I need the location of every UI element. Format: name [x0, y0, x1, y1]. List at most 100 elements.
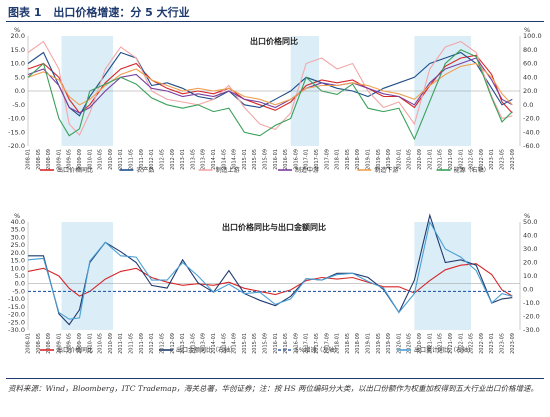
chart1-x-tick-label: 2012-09 — [170, 149, 176, 170]
chart2-left-tick-label: -10.0 — [8, 295, 25, 303]
chart2-x-tick-label: 2013-09 — [201, 333, 207, 354]
chart1-left-tick-label: -10.0 — [8, 115, 25, 123]
chart1-legend-label: 农产品 — [136, 166, 154, 174]
chart1-series-line — [27, 49, 513, 141]
chart2-x-tick-label: 2018-01 — [335, 333, 341, 354]
chart2-x-tick-label: 2023-01 — [489, 333, 495, 354]
chart1-x-tick-label: 2008-01 — [26, 149, 32, 170]
chart1-x-tick-label: 2020-09 — [417, 149, 423, 170]
chart1-left-tick-label: 5.0 — [15, 73, 25, 81]
chart2-left-tick-label: -20.0 — [8, 311, 25, 319]
chart1-right-tick-label: 60.0 — [523, 60, 537, 68]
chart2-x-tick-label: 2015-05 — [252, 333, 258, 354]
chart1-left-tick-label: -20.0 — [8, 142, 25, 150]
chart1-x-tick-label: 2010-01 — [87, 149, 93, 170]
chart2-left-tick-label: -5.0 — [12, 287, 25, 295]
chart1-x-tick-label: 2018-01 — [335, 149, 341, 170]
chart1-x-tick-label: 2023-01 — [489, 149, 495, 170]
chart2-x-tick-label: 2018-09 — [355, 333, 361, 354]
chart1-x-tick-label: 2011-09 — [139, 149, 145, 170]
title-divider — [6, 21, 544, 22]
chart2-x-tick-label: 2021-01 — [427, 333, 433, 354]
chart2-x-tick-label: 2022-09 — [479, 333, 485, 354]
chart2-x-tick-label: 2018-05 — [345, 333, 351, 354]
chart1-x-tick-label: 2012-01 — [149, 149, 155, 170]
chart2-x-tick-label: 2021-05 — [438, 333, 444, 354]
chart2-x-tick-label: 2020-05 — [407, 333, 413, 354]
chart1-x-tick-label: 2015-09 — [262, 149, 268, 170]
chart2-left-tick-label: -30.0 — [8, 326, 25, 334]
chart1-x-tick-label: 2009-05 — [67, 149, 73, 170]
chart1-x-tick-label: 2016-05 — [283, 149, 289, 170]
chart2-legend-label: 出口累计同比（右轴） — [414, 346, 474, 354]
chart1-legend-label: 能源（右轴） — [454, 166, 490, 174]
chart1-right-axis-unit: % — [524, 26, 530, 34]
chart2-x-tick-label: 2016-05 — [283, 333, 289, 354]
chart2-x-tick-label: 2008-05 — [36, 333, 42, 354]
chart1-series-line — [27, 51, 513, 117]
chart2-x-tick-label: 2020-09 — [417, 333, 423, 354]
chart2-left-tick-label: 20.0 — [11, 249, 25, 257]
chart1-left-tick-label: 0.0 — [15, 87, 25, 95]
chart2-x-tick-label: 2008-09 — [46, 333, 52, 354]
chart2-title: 出口价格同比与出口金额同比 — [222, 222, 326, 232]
chart1-x-tick-label: 2017-01 — [304, 149, 310, 170]
chart2-x-tick-label: 2012-01 — [149, 333, 155, 354]
figure-title-text: 出口价格增速：分 5 大行业 — [53, 6, 190, 19]
chart1-x-tick-label: 2020-05 — [407, 149, 413, 170]
figure-title: 图表 1 出口价格增速：分 5 大行业 — [8, 4, 198, 20]
chart2-x-tick-label: 2014-01 — [211, 333, 217, 354]
chart1-legend-label: 制造中游 — [295, 166, 319, 174]
chart1-x-tick-label: 2021-01 — [427, 149, 433, 170]
chart2-x-tick-label: 2008-01 — [26, 333, 32, 354]
chart1-x-tick-label: 2011-01 — [118, 149, 124, 170]
chart1-legend-label: 制造上游 — [216, 166, 240, 174]
chart2-x-tick-label: 2019-09 — [386, 333, 392, 354]
chart2-shaded-period — [414, 222, 472, 330]
chart1-right-tick-label: -20.0 — [523, 115, 540, 123]
chart2-left-tick-label: 0.0 — [15, 280, 25, 288]
chart1-legend-label: 制造下游 — [374, 166, 398, 174]
chart2-x-tick-label: 2011-05 — [129, 333, 135, 354]
chart2-right-tick-label: -10.0 — [523, 299, 540, 307]
chart2-x-tick-label: 2013-01 — [180, 333, 186, 354]
chart2-x-tick-label: 2019-05 — [376, 333, 382, 354]
chart2-right-tick-label: 20.0 — [523, 259, 537, 267]
chart1-x-tick-label: 2008-09 — [46, 149, 52, 170]
chart1-x-tick-label: 2023-09 — [510, 149, 516, 170]
chart2-left-axis-unit: % — [14, 212, 20, 220]
source-divider — [6, 378, 544, 379]
chart2-right-tick-label: 40.0 — [523, 232, 537, 240]
chart2-x-tick-label: 2010-05 — [98, 333, 104, 354]
chart2-x-tick-label: 2014-05 — [221, 333, 227, 354]
chart1-x-tick-label: 2017-05 — [314, 149, 320, 170]
chart2-x-tick-label: 2014-09 — [232, 333, 238, 354]
chart2-legend-label: 5%增速（左轴） — [295, 346, 341, 354]
chart1-left-tick-label: -15.0 — [8, 128, 25, 136]
chart1-right-tick-label: 100.0 — [523, 32, 542, 40]
chart1-left-tick-label: 15.0 — [11, 46, 25, 54]
chart1-x-tick-label: 2021-09 — [448, 149, 454, 170]
chart2-x-tick-label: 2009-05 — [67, 333, 73, 354]
chart2-right-tick-label: 0.0 — [523, 286, 533, 294]
chart1-series-line — [27, 57, 513, 114]
chart2-right-axis-unit: % — [524, 212, 530, 220]
chart1-x-tick-label: 2009-09 — [77, 149, 83, 170]
chart2-x-tick-label: 2011-01 — [118, 333, 124, 354]
chart2-x-tick-label: 2017-09 — [324, 333, 330, 354]
chart2-x-tick-label: 2023-05 — [499, 333, 505, 354]
chart1-x-tick-label: 2014-01 — [211, 149, 217, 170]
chart1-series-line — [27, 40, 513, 136]
chart1-title: 出口价格同比 — [250, 36, 298, 46]
chart1-x-tick-label: 2015-05 — [252, 149, 258, 170]
chart1-series-line — [27, 62, 513, 106]
chart1-legend-label: 出口价格同比 — [57, 166, 93, 174]
chart2-x-tick-label: 2011-09 — [139, 333, 145, 354]
chart1-x-tick-label: 2021-05 — [438, 149, 444, 170]
chart2-x-tick-label: 2016-09 — [293, 333, 299, 354]
chart1-x-tick-label: 2010-09 — [108, 149, 114, 170]
chart1-x-tick-label: 2023-05 — [499, 149, 505, 170]
chart2-right-tick-label: 50.0 — [523, 218, 537, 226]
chart1-x-tick-label: 2016-01 — [273, 149, 279, 170]
chart1-x-tick-label: 2015-01 — [242, 149, 248, 170]
